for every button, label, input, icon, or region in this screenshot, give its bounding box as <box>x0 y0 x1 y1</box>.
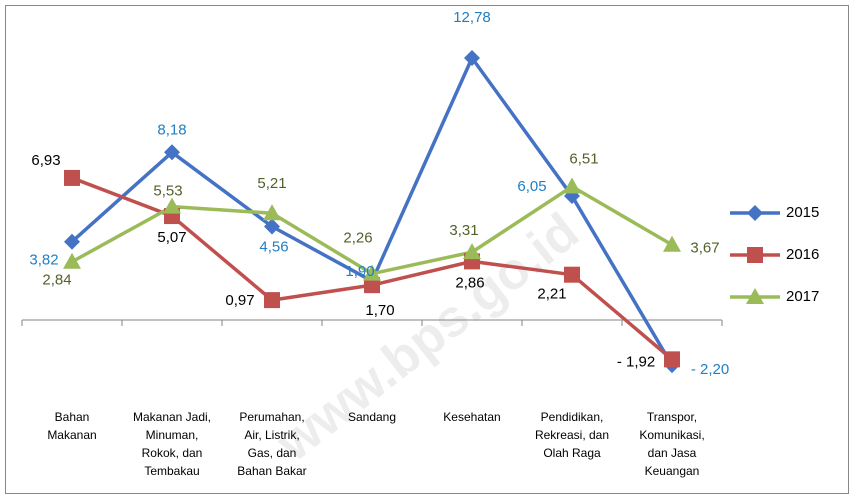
marker <box>164 144 180 161</box>
data-label: 6,51 <box>569 151 598 168</box>
marker <box>264 218 280 235</box>
data-label: 3,67 <box>690 240 719 257</box>
marker <box>63 252 81 269</box>
marker <box>563 177 581 194</box>
data-label: 1,90 <box>345 263 374 280</box>
data-label: 2,86 <box>455 274 484 291</box>
legend-label: 2016 <box>786 246 819 263</box>
legend-label: 2017 <box>786 288 819 305</box>
data-label: - 2,20 <box>691 361 729 378</box>
data-label: 0,97 <box>225 292 254 309</box>
data-label: 6,05 <box>517 178 546 195</box>
legend-label: 2015 <box>786 204 819 221</box>
data-label: 5,21 <box>257 175 286 192</box>
data-label: 2,26 <box>343 230 372 247</box>
data-label: 5,53 <box>153 183 182 200</box>
marker <box>64 233 80 250</box>
data-label: 5,07 <box>157 229 186 246</box>
data-label: 6,93 <box>31 152 60 169</box>
data-label: 2,84 <box>42 272 71 289</box>
marker <box>564 266 580 283</box>
x-tick-label: Makanan Jadi, Minuman, Rokok, dan Tembak… <box>132 410 212 478</box>
chart-frame <box>5 5 849 494</box>
marker <box>747 205 763 221</box>
marker <box>463 243 481 260</box>
x-tick-label: Bahan Makanan <box>47 410 97 442</box>
data-label: 1,70 <box>365 302 394 319</box>
x-tick-label: Transpor, Komunikasi, dan Jasa Keuangan <box>639 410 705 478</box>
marker <box>163 197 181 214</box>
marker <box>264 292 280 309</box>
marker <box>363 264 381 281</box>
data-label: 3,31 <box>449 222 478 239</box>
marker <box>364 277 380 294</box>
marker <box>746 288 764 304</box>
data-label: 12,78 <box>453 9 491 26</box>
data-label: 3,82 <box>29 252 58 269</box>
x-tick-label: Pendidikan, Rekreasi, dan Olah Raga <box>534 410 610 460</box>
marker <box>663 235 681 252</box>
x-tick-label: Kesehatan <box>443 410 501 424</box>
data-label: 8,18 <box>157 121 186 138</box>
marker <box>464 50 480 67</box>
marker <box>664 351 680 368</box>
x-tick-label: Sandang <box>347 410 397 424</box>
marker <box>263 204 281 221</box>
data-label: 4,56 <box>259 238 288 255</box>
marker <box>64 169 80 186</box>
data-label: 2,21 <box>537 286 566 303</box>
data-label: - 1,92 <box>617 353 655 370</box>
marker <box>747 247 763 263</box>
x-tick-label: Perumahan, Air, Listrik, Gas, dan Bahan … <box>237 410 307 478</box>
